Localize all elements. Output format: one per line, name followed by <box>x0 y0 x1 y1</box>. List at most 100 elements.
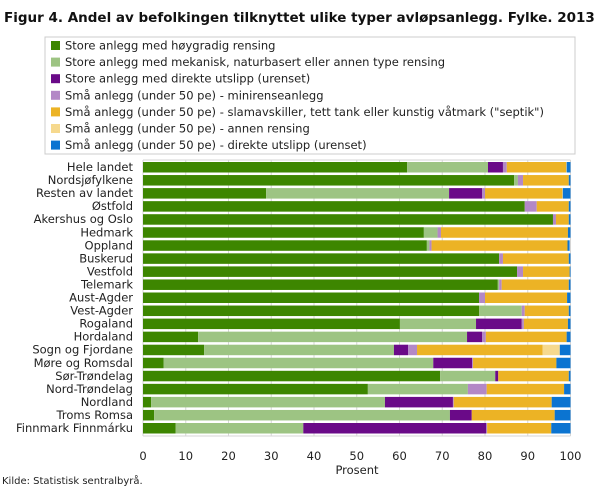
bar-segment <box>485 188 562 199</box>
bar-segment <box>472 358 473 369</box>
bar-segment <box>154 410 450 421</box>
legend-swatch <box>51 124 60 133</box>
bar-segment <box>569 253 571 264</box>
bar-segment <box>143 358 164 369</box>
bar-segment <box>564 384 570 395</box>
bar-segment <box>487 384 564 395</box>
chart-title: Figur 4. Andel av befolkingen tilknyttet… <box>4 10 595 26</box>
legend-label: Små anlegg (under 50 pe) - annen rensing <box>65 122 310 136</box>
bar-segment <box>503 253 569 264</box>
bar-segment <box>499 279 502 290</box>
bar-segment <box>563 188 571 199</box>
bar-segment <box>568 227 571 238</box>
source-note: Kilde: Statistisk sentralbyrå. <box>2 474 143 487</box>
category-label: Hedmark <box>80 225 133 239</box>
x-tick-label: 10 <box>178 449 193 463</box>
bar-segment <box>488 162 503 173</box>
legend-label: Store anlegg med mekanisk, naturbasert e… <box>65 55 445 69</box>
bar-segment <box>499 253 503 264</box>
bar-segment <box>569 306 571 317</box>
bar-segment <box>143 384 368 395</box>
bar-segment <box>498 371 569 382</box>
x-tick-label: 80 <box>478 449 493 463</box>
bar-segment <box>560 345 571 356</box>
category-label: Finnmark Finnmárku <box>16 421 133 435</box>
bar-segment <box>427 240 430 251</box>
bar-segment <box>556 214 569 225</box>
bar-segment <box>143 306 479 317</box>
category-label: Nordland <box>81 395 133 409</box>
category-label: Troms Romsa <box>56 408 133 422</box>
bar-segment <box>440 371 495 382</box>
bar-segment <box>569 201 571 212</box>
bar-segment <box>143 240 427 251</box>
bar-segment <box>518 175 523 186</box>
bar-segment <box>143 227 424 238</box>
bars <box>143 162 571 434</box>
bar-segment <box>143 279 498 290</box>
legend-swatch <box>51 74 60 83</box>
x-tick-label: 30 <box>264 449 279 463</box>
bar-segment <box>569 214 571 225</box>
bar-segment <box>568 319 571 330</box>
bar-segment <box>433 358 472 369</box>
legend: Store anlegg med høygradig rensingStore … <box>45 37 575 154</box>
bar-segment <box>143 253 499 264</box>
bar-segment <box>453 397 454 408</box>
x-tick-label: 20 <box>221 449 236 463</box>
bar-segment <box>408 345 417 356</box>
legend-swatch <box>51 91 60 100</box>
bar-segment <box>507 162 566 173</box>
bar-segment <box>487 423 551 434</box>
category-label: Oppland <box>85 238 133 252</box>
category-label: Nordsjøfylkene <box>48 173 133 187</box>
bar-segment <box>143 332 198 343</box>
x-tick-label: 50 <box>349 449 364 463</box>
bar-segment <box>450 410 472 421</box>
bar-segment <box>432 240 568 251</box>
bar-segment <box>429 240 431 251</box>
x-tick-label: 0 <box>139 449 146 463</box>
bar-segment <box>143 293 479 304</box>
bar-segment <box>570 266 571 277</box>
category-label: Hordaland <box>74 330 133 344</box>
category-label: Buskerud <box>79 251 133 265</box>
bar-segment <box>438 227 441 238</box>
category-label: Rogaland <box>79 317 133 331</box>
legend-label: Små anlegg (under 50 pe) - minirenseanle… <box>65 88 324 102</box>
bar-segment <box>569 279 571 290</box>
bar-segment <box>472 410 555 421</box>
legend-label: Små anlegg (under 50 pe) - slamavskiller… <box>65 105 544 119</box>
bar-segment <box>266 188 449 199</box>
bar-segment <box>498 279 499 290</box>
bar-segment <box>385 397 453 408</box>
bar-segment <box>543 345 560 356</box>
category-label: Resten av landet <box>36 186 133 200</box>
bar-segment <box>553 214 556 225</box>
bar-segment <box>407 162 488 173</box>
bar-segment <box>479 306 522 317</box>
bar-segment <box>303 423 486 434</box>
bar-segment <box>143 162 407 173</box>
bar-segment <box>394 345 408 356</box>
bar-segment <box>503 162 507 173</box>
bar-segment <box>567 293 570 304</box>
bar-segment <box>198 332 467 343</box>
bar-segment <box>523 266 570 277</box>
x-axis-label: Prosent <box>335 463 379 477</box>
category-label: Nord-Trøndelag <box>46 382 133 396</box>
bar-segment <box>204 345 394 356</box>
category-label: Sør-Trøndelag <box>55 369 133 383</box>
bar-segment <box>143 410 154 421</box>
category-label: Telemark <box>80 277 133 291</box>
x-tick-label: 70 <box>435 449 450 463</box>
legend-swatch <box>51 41 60 50</box>
bar-segment <box>454 397 552 408</box>
bar-segment <box>368 384 468 395</box>
legend-label: Små anlegg (under 50 pe) - direkte utsli… <box>65 138 367 152</box>
category-label: Sogn og Fjordane <box>32 343 133 357</box>
bar-segment <box>482 332 486 343</box>
bar-segment <box>486 423 487 434</box>
